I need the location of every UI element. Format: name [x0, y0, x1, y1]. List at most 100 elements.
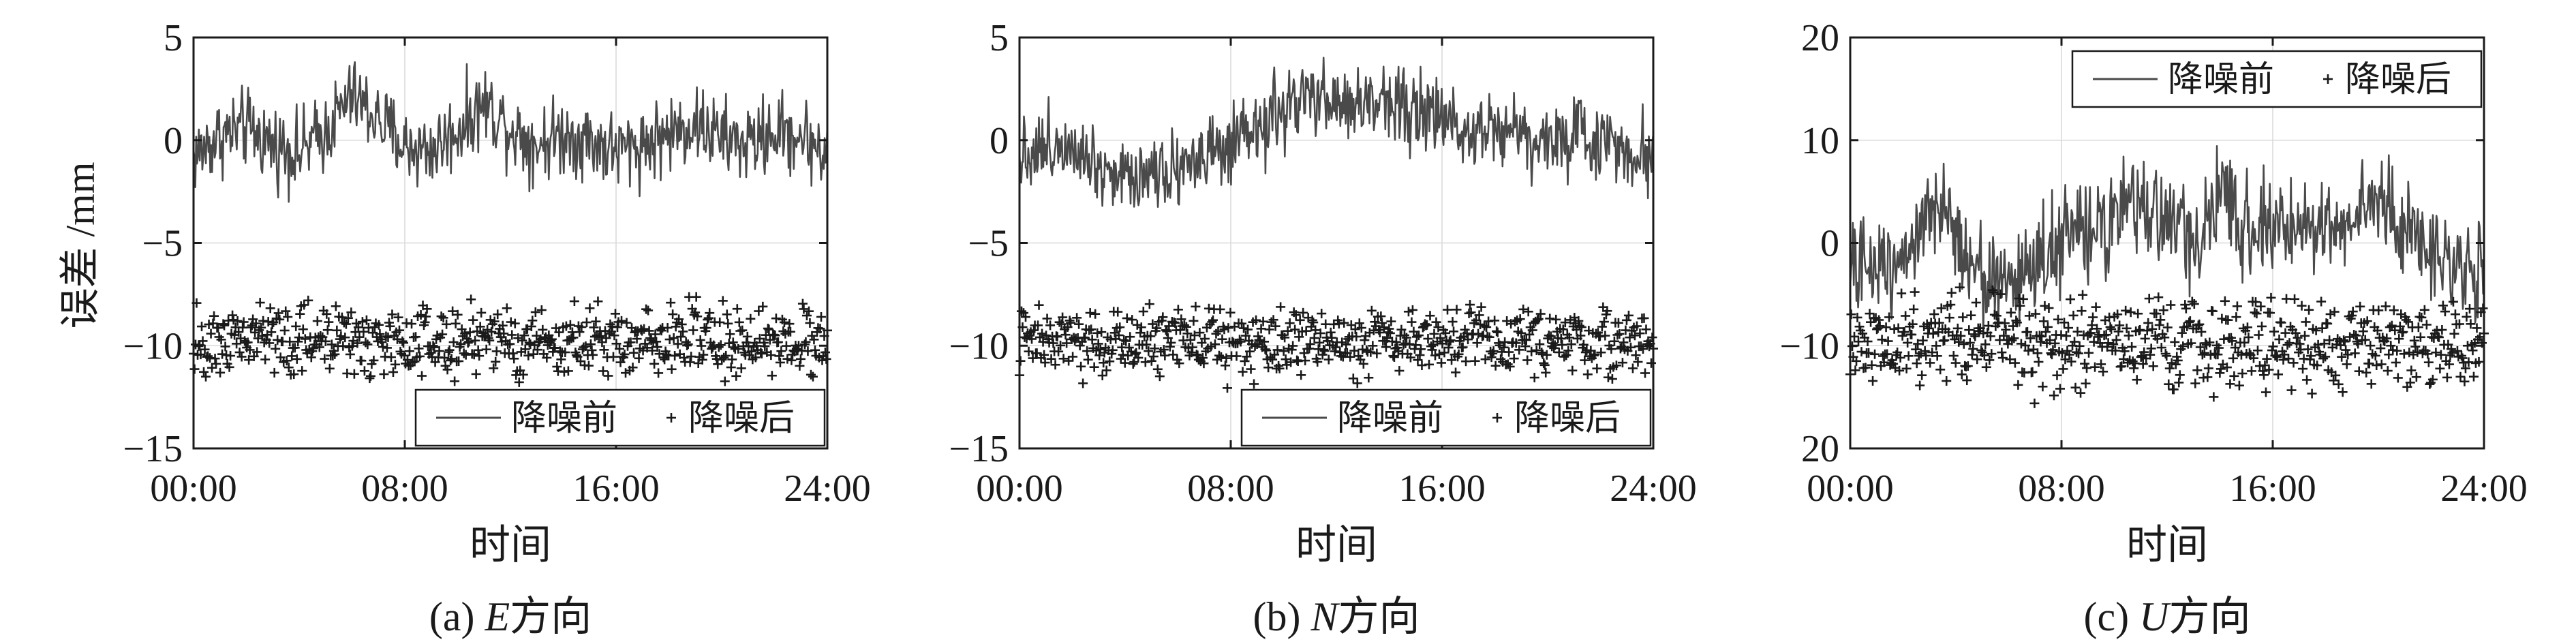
after-marker: [2036, 337, 2046, 347]
after-marker: [2098, 367, 2109, 377]
after-marker: [1093, 339, 1103, 349]
after-marker: [1563, 346, 1574, 356]
after-marker: [1533, 314, 1544, 324]
after-marker: [1242, 352, 1252, 362]
after-marker: [1144, 299, 1154, 309]
after-marker: [2001, 324, 2011, 335]
after-marker: [2452, 346, 2462, 356]
after-marker: [324, 363, 335, 373]
after-marker: [2022, 327, 2032, 337]
after-marker: [469, 350, 479, 360]
after-marker: [1932, 351, 1942, 361]
after-marker: [429, 342, 440, 352]
after-marker: [1504, 347, 1514, 357]
after-marker: [1141, 339, 1152, 350]
after-marker: [2440, 307, 2450, 317]
after-marker: [1463, 335, 1473, 345]
after-marker: [1429, 328, 1439, 339]
series-after-markers: [1845, 282, 2489, 408]
after-marker: [1883, 336, 1893, 346]
after-marker: [685, 357, 695, 367]
after-marker: [1590, 350, 1600, 360]
after-marker: [692, 311, 703, 322]
after-marker: [2295, 339, 2305, 349]
after-marker: [322, 325, 333, 335]
series-after-markers: [189, 292, 832, 387]
after-marker: [1606, 344, 1616, 354]
after-marker: [2025, 333, 2036, 343]
after-marker: [2190, 378, 2201, 388]
after-marker: [815, 324, 825, 334]
after-marker: [2052, 370, 2062, 380]
after-marker: [1492, 326, 1502, 337]
after-marker: [1415, 344, 1426, 354]
after-marker: [2132, 375, 2142, 385]
after-marker: [1893, 323, 1903, 333]
after-marker: [1034, 300, 1044, 310]
after-marker: [691, 292, 701, 302]
after-marker: [2403, 317, 2413, 327]
after-marker: [574, 327, 585, 337]
after-marker: [723, 318, 733, 328]
after-marker: [1451, 367, 1461, 378]
after-marker: [2009, 333, 2019, 343]
after-marker: [1032, 348, 1042, 358]
after-marker: [2256, 321, 2267, 331]
after-marker: [1441, 328, 1451, 338]
after-marker: [475, 322, 485, 332]
after-marker: [264, 338, 275, 348]
after-marker: [487, 326, 497, 337]
after-marker: [1064, 356, 1074, 366]
after-marker: [1966, 310, 1976, 320]
after-marker: [808, 371, 818, 382]
after-marker: [2274, 334, 2284, 344]
after-marker: [2186, 338, 2196, 348]
after-marker: [506, 317, 516, 327]
after-marker: [536, 305, 547, 315]
after-marker: [1159, 345, 1169, 355]
after-marker: [1850, 365, 1860, 375]
after-marker: [1356, 323, 1366, 333]
after-marker: [442, 319, 452, 329]
after-marker: [1901, 311, 1911, 321]
after-marker: [2082, 363, 2092, 373]
after-marker: [1249, 379, 1259, 389]
after-marker: [530, 307, 540, 318]
after-marker: [686, 352, 696, 362]
after-marker: [2070, 337, 2080, 347]
after-marker: [775, 357, 785, 367]
after-marker: [1351, 331, 1362, 341]
after-marker: [644, 326, 654, 336]
after-marker: [1559, 352, 1569, 362]
after-marker: [2311, 325, 2321, 335]
after-marker: [2166, 300, 2176, 310]
after-marker: [392, 334, 402, 344]
after-marker: [1625, 342, 1636, 352]
after-marker: [666, 298, 676, 308]
after-marker: [1015, 356, 1026, 366]
after-marker: [299, 300, 309, 310]
after-marker: [538, 324, 548, 335]
after-marker: [1969, 329, 1979, 339]
after-marker: [2236, 350, 2246, 360]
after-marker: [528, 349, 538, 359]
after-marker: [1288, 341, 1298, 351]
after-marker: [2228, 353, 2238, 363]
after-marker: [2454, 319, 2464, 329]
after-marker: [2459, 376, 2470, 386]
after-marker: [1903, 337, 1913, 348]
after-marker: [2282, 340, 2293, 350]
after-marker: [2055, 384, 2065, 394]
after-marker: [1255, 335, 1266, 346]
after-marker: [295, 309, 305, 319]
after-marker: [1148, 319, 1158, 329]
after-marker: [2164, 379, 2174, 389]
after-marker: [1239, 323, 1249, 333]
after-marker: [1921, 350, 1931, 361]
after-marker: [505, 339, 515, 349]
after-marker: [2151, 309, 2162, 319]
after-marker: [1551, 314, 1561, 324]
after-marker: [632, 334, 642, 344]
after-marker: [1268, 354, 1278, 365]
after-marker: [2040, 301, 2050, 311]
